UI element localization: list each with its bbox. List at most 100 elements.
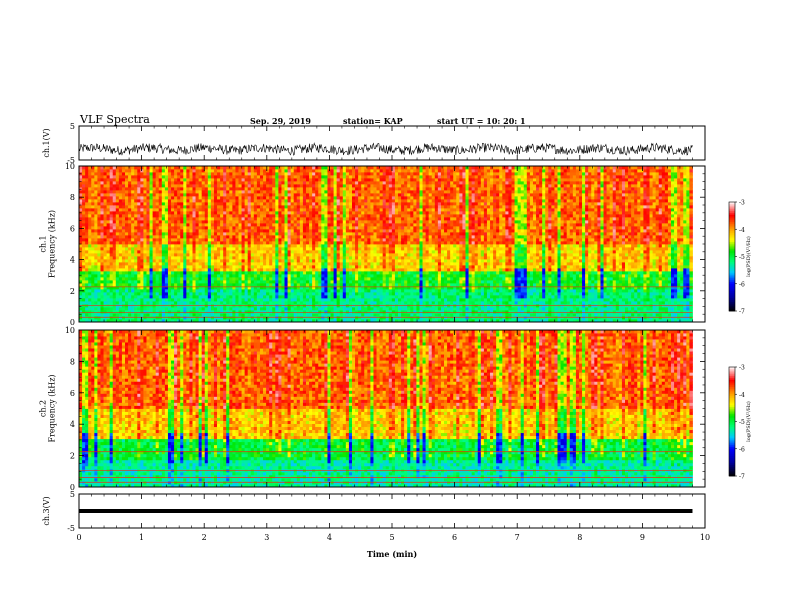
spectrogram-cell: [235, 199, 239, 203]
spectrogram-cell: [125, 226, 129, 230]
spectrogram-cell: [284, 307, 288, 311]
spectrogram-cell: [174, 193, 178, 197]
spectrogram-cell: [152, 211, 157, 215]
spectrogram-cell: [115, 169, 120, 173]
spectrogram-cell: [302, 274, 307, 278]
spectrogram-cell: [345, 181, 350, 185]
spectrogram-cell: [174, 256, 178, 260]
spectrogram-cell: [217, 208, 221, 212]
spectrogram-cell: [333, 208, 338, 212]
spectrogram-cell: [223, 187, 227, 191]
spectrogram-cell: [97, 232, 101, 236]
spectrogram-cell: [241, 172, 246, 176]
spectrogram-cell: [195, 307, 200, 311]
spectrogram-cell: [235, 238, 239, 242]
spectrogram-cell: [103, 178, 108, 182]
spectrogram-cell: [345, 172, 350, 176]
spectrogram-cell: [85, 202, 89, 206]
spectrogram-cell: [330, 268, 334, 272]
spectrogram-cell: [149, 193, 154, 197]
x-tick-label: 6: [452, 533, 457, 542]
spectrogram-cell: [137, 169, 141, 173]
spectrogram-cell: [272, 214, 276, 218]
spectrogram-cell: [164, 175, 169, 179]
spectrogram-cell: [305, 262, 310, 266]
spectrogram-cell: [315, 256, 319, 260]
spectrogram-cell: [174, 196, 178, 200]
spectrogram-cell: [305, 310, 310, 314]
spectrogram-cell: [345, 313, 350, 317]
spectrogram-cell: [336, 244, 341, 248]
spectrogram-cell: [115, 289, 120, 293]
spectrogram-cell: [244, 238, 249, 242]
spectrogram-cell: [134, 295, 138, 299]
spectrogram-cell: [327, 289, 331, 293]
spectrogram-cell: [287, 319, 292, 323]
spectrogram-cell: [235, 310, 239, 314]
spectrogram-cell: [167, 202, 172, 206]
spectrogram-cell: [195, 229, 200, 233]
spectrogram-cell: [241, 235, 246, 239]
spectrogram-cell: [140, 178, 144, 182]
spectrogram-cell: [134, 181, 138, 185]
spectrogram-cell: [177, 283, 181, 287]
spectrogram-cell: [315, 169, 319, 173]
spectrogram-cell: [345, 247, 350, 251]
spectrogram-cell: [204, 253, 209, 257]
spectrogram-cell: [125, 295, 129, 299]
spectrogram-cell: [339, 286, 344, 290]
spectrogram-cell: [109, 271, 114, 275]
spectrogram-cell: [223, 232, 227, 236]
spectrogram-cell: [112, 295, 117, 299]
spectrogram-cell: [272, 235, 276, 239]
spectrogram-cell: [177, 208, 181, 212]
spectrogram-cell: [312, 319, 316, 323]
spectrogram-cell: [94, 307, 98, 311]
spectrogram-cell: [315, 208, 319, 212]
spectrogram-cell: [85, 199, 89, 203]
spectrogram-cell: [131, 250, 135, 254]
spectrogram-cell: [324, 196, 328, 200]
spectrogram-cell: [266, 310, 270, 314]
spectrogram-cell: [238, 265, 242, 269]
spectrogram-cell: [152, 238, 157, 242]
spectrogram-cell: [115, 307, 120, 311]
spectrogram-cell: [284, 256, 288, 260]
spectrogram-cell: [189, 238, 193, 242]
spectrogram-cell: [250, 232, 255, 236]
spectrogram-cell: [137, 202, 141, 206]
spectrogram-cell: [299, 217, 304, 221]
spectrogram-cell: [342, 235, 347, 239]
spectrogram-cell: [345, 292, 350, 296]
spectrogram-cell: [352, 289, 356, 293]
spectrogram-cell: [315, 199, 319, 203]
spectrogram-cell: [134, 310, 138, 314]
spectrogram-cell: [91, 271, 95, 275]
spectrogram-cell: [318, 274, 322, 278]
spectrogram-cell: [174, 250, 178, 254]
spectrogram-cell: [94, 199, 98, 203]
spectrogram-cell: [210, 184, 215, 188]
spectrogram-cell: [207, 232, 212, 236]
spectrogram-cell: [128, 265, 132, 269]
spectrogram-cell: [112, 190, 117, 194]
spectrogram-cell: [217, 310, 221, 314]
spectrogram-cell: [238, 307, 242, 311]
spectrogram-cell: [85, 292, 89, 296]
spectrogram-cell: [146, 229, 150, 233]
spectrogram-cell: [79, 184, 83, 188]
spectrogram-cell: [186, 268, 190, 272]
spectrogram-cell: [143, 286, 147, 290]
spectrogram-cell: [100, 277, 104, 281]
spectrogram-cell: [250, 178, 255, 182]
spectrogram-cell: [109, 259, 114, 263]
spectrogram-cell: [134, 229, 138, 233]
spectrogram-cell: [201, 286, 206, 290]
spectrogram-cell: [278, 295, 282, 299]
spectrogram-cell: [85, 277, 89, 281]
spectrogram-cell: [281, 250, 285, 254]
spectrogram-cell: [121, 184, 126, 188]
spectrogram-cell: [140, 175, 144, 179]
spectrogram-cell: [272, 166, 276, 170]
spectrogram-cell: [309, 268, 313, 272]
